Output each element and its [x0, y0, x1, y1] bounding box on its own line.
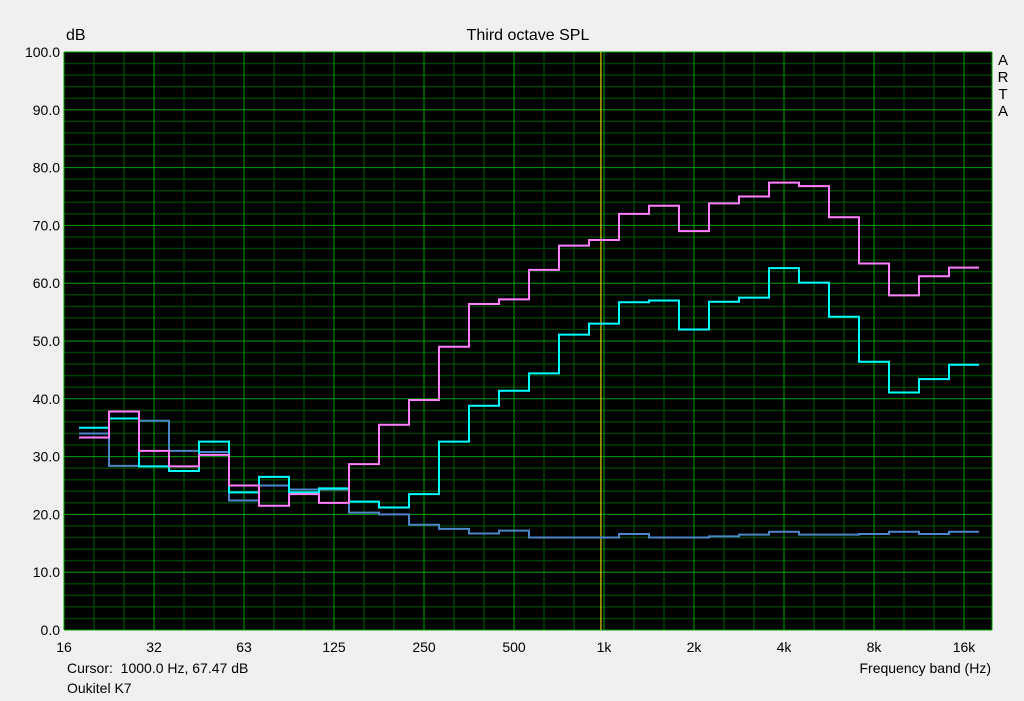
y-tick-label: 30.0	[33, 449, 60, 465]
series-2-line	[79, 181, 979, 507]
x-tick-label: 8k	[867, 639, 883, 655]
y-tick-label: 20.0	[33, 506, 60, 522]
y-tick-label: 90.0	[33, 102, 60, 118]
x-tick-label: 16k	[953, 639, 977, 655]
y-tick-label: 50.0	[33, 333, 60, 349]
x-tick-label: 1k	[597, 639, 613, 655]
x-tick-label: 16	[56, 639, 72, 655]
y-tick-label: 80.0	[33, 160, 60, 176]
x-axis-label: Frequency band (Hz)	[859, 660, 991, 676]
y-tick-label: 0.0	[41, 622, 61, 638]
x-tick-label: 4k	[777, 639, 793, 655]
cursor-readout: Cursor: 1000.0 Hz, 67.47 dB	[67, 660, 249, 676]
y-tick-label: 10.0	[33, 564, 60, 580]
y-tick-label: 40.0	[33, 391, 60, 407]
y-tick-label: 60.0	[33, 275, 60, 291]
y-tick-label: 100.0	[25, 44, 60, 60]
y-axis-label: dB	[66, 27, 86, 44]
x-tick-label: 32	[146, 639, 162, 655]
x-tick-label: 250	[412, 639, 436, 655]
y-tick-label: 70.0	[33, 217, 60, 233]
x-tick-label: 125	[322, 639, 346, 655]
device-label: Oukitel K7	[67, 680, 132, 696]
x-tick-label: 63	[236, 639, 252, 655]
chart-title: Third octave SPL	[466, 27, 590, 44]
x-tick-label: 500	[502, 639, 526, 655]
x-tick-label: 2k	[687, 639, 703, 655]
